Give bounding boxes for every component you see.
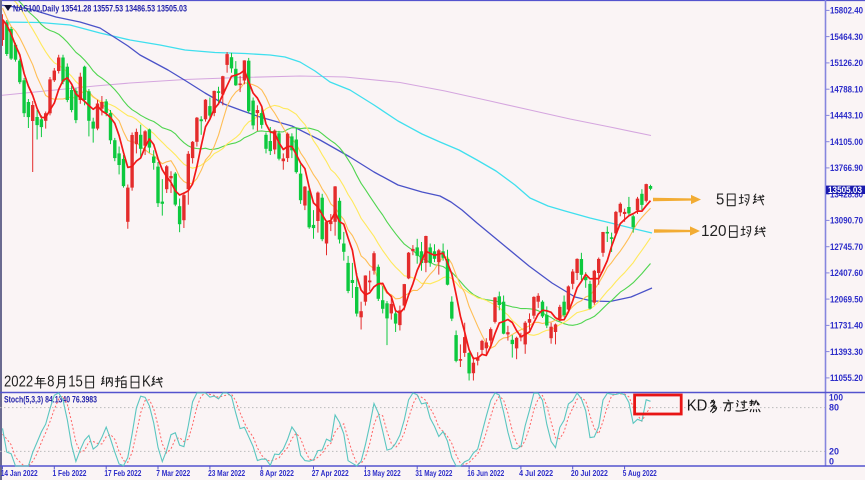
svg-text:120: 120 — [701, 223, 727, 240]
svg-text:27 Apr 2022: 27 Apr 2022 — [312, 468, 349, 478]
svg-text:11393.30: 11393.30 — [830, 347, 863, 357]
svg-text:16 Jun 2022: 16 Jun 2022 — [467, 468, 504, 478]
svg-text:K: K — [142, 374, 151, 391]
svg-text:NAS100,Daily 13541.28 13557.5: NAS100,Daily 13541.28 13557.53 13486.53 … — [13, 4, 187, 15]
svg-text:5 Aug 2022: 5 Aug 2022 — [623, 468, 657, 478]
svg-text:17 Feb 2022: 17 Feb 2022 — [104, 468, 141, 478]
svg-text:20 Jul 2022: 20 Jul 2022 — [571, 468, 608, 478]
svg-text:11055.20: 11055.20 — [830, 373, 863, 383]
svg-text:12069.50: 12069.50 — [830, 294, 863, 304]
svg-text:5: 5 — [716, 191, 725, 208]
svg-text:31 May 2022: 31 May 2022 — [415, 468, 452, 478]
svg-text:KD: KD — [687, 398, 708, 415]
svg-text:14443.10: 14443.10 — [830, 111, 863, 121]
svg-text:13766.90: 13766.90 — [830, 163, 863, 173]
svg-text:14105.00: 14105.00 — [830, 137, 863, 147]
svg-text:13428.80: 13428.80 — [830, 190, 863, 200]
svg-text:1 Feb 2022: 1 Feb 2022 — [53, 468, 87, 478]
svg-text:7 Mar 2022: 7 Mar 2022 — [156, 468, 190, 478]
svg-text:13 May 2022: 13 May 2022 — [364, 468, 401, 478]
svg-text:0: 0 — [829, 457, 834, 467]
svg-text:4 Jul 2022: 4 Jul 2022 — [519, 468, 553, 478]
svg-text:11731.40: 11731.40 — [830, 321, 863, 331]
svg-text:12745.70: 12745.70 — [830, 242, 863, 252]
svg-text:Stoch(5,3,3) 84.1340 76.3983: Stoch(5,3,3) 84.1340 76.3983 — [4, 395, 97, 405]
svg-text:14 Jan 2022: 14 Jan 2022 — [1, 468, 38, 478]
svg-text:14788.10: 14788.10 — [830, 85, 863, 95]
svg-text:2022: 2022 — [4, 374, 33, 391]
svg-text:12407.60: 12407.60 — [830, 268, 863, 278]
svg-text:8 Apr 2022: 8 Apr 2022 — [260, 468, 294, 478]
svg-text:80: 80 — [829, 403, 839, 413]
svg-text:13505.03: 13505.03 — [828, 185, 862, 196]
svg-text:100: 100 — [829, 393, 843, 403]
svg-text:13090.70: 13090.70 — [830, 216, 863, 226]
svg-text:8: 8 — [47, 374, 54, 391]
svg-text:23 Mar 2022: 23 Mar 2022 — [208, 468, 245, 478]
svg-text:20: 20 — [829, 446, 839, 456]
svg-text:15: 15 — [68, 374, 83, 391]
svg-text:15126.20: 15126.20 — [830, 58, 863, 68]
svg-text:15802.40: 15802.40 — [830, 6, 863, 16]
svg-text:15464.30: 15464.30 — [830, 32, 863, 42]
